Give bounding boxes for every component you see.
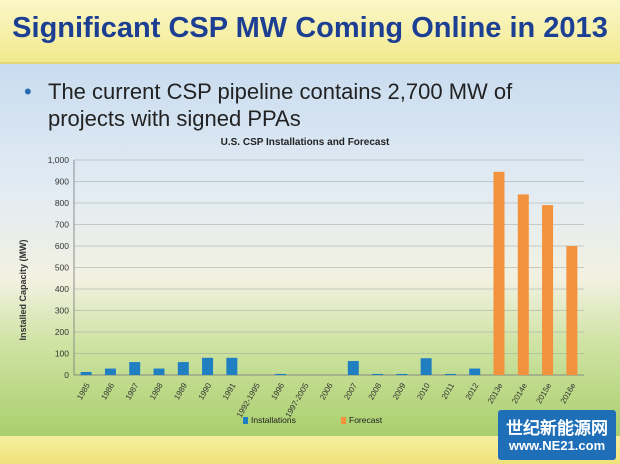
x-tick-label: 2012 (464, 381, 481, 401)
x-tick-label: 2016e (559, 381, 578, 405)
x-tick-label: 2009 (391, 381, 408, 401)
bullet-icon: • (24, 78, 32, 105)
bar-installations (372, 374, 383, 375)
watermark-text: 世纪新能源网 (498, 414, 616, 439)
y-tick-label: 600 (55, 241, 69, 251)
x-tick-label: 2007 (342, 381, 359, 401)
bar-installations (178, 362, 189, 375)
x-tick-label: 2011 (440, 381, 457, 401)
bar-installations (226, 358, 237, 375)
bar-installations (129, 362, 140, 375)
x-tick-label: 1992-1995 (235, 381, 262, 419)
legend-label: Installations (251, 415, 296, 425)
legend: Installations Forecast (243, 415, 383, 425)
bar-forecast (566, 246, 577, 375)
slide-title: Significant CSP MW Coming Online in 2013 (0, 12, 620, 45)
bar-installations (275, 374, 286, 375)
bar-installations (202, 358, 213, 375)
x-tick-label: 2006 (318, 381, 335, 401)
x-tick-label: 1991 (221, 381, 238, 401)
csp-chart: U.S. CSP Installations and Forecast Inst… (0, 130, 620, 435)
legend-swatch (341, 417, 346, 424)
y-tick-label: 200 (55, 327, 69, 337)
x-tick-label: 2014e (510, 381, 529, 405)
y-tick-labels: 0 100 200 300 400 500 600 700 800 900 1,000 (48, 155, 70, 380)
bar-installations (81, 372, 92, 375)
x-tick-label: 2013e (486, 381, 505, 405)
watermark-logo: 世纪新能源网 www.NE21.com (498, 410, 616, 460)
bars (81, 172, 578, 375)
bar-forecast (542, 205, 553, 375)
chart-title: U.S. CSP Installations and Forecast (221, 137, 390, 148)
legend-label: Forecast (349, 415, 383, 425)
bar-installations (445, 374, 456, 375)
y-tick-label: 900 (55, 177, 69, 187)
x-tick-label: 1996 (269, 381, 286, 401)
y-tick-label: 100 (55, 349, 69, 359)
x-tick-label: 2015e (534, 381, 553, 405)
gridlines (74, 160, 584, 375)
x-tick-label: 1987 (124, 381, 141, 401)
x-tick-label: 1997-2005 (284, 381, 311, 419)
y-tick-label: 400 (55, 284, 69, 294)
y-axis-label: Installed Capacity (MW) (18, 239, 28, 340)
x-tick-label: 1985 (75, 381, 92, 401)
bar-forecast (518, 194, 529, 375)
x-tick-label: 1988 (148, 381, 165, 401)
legend-swatch (243, 417, 248, 424)
title-bar: Significant CSP MW Coming Online in 2013 (0, 0, 620, 64)
y-tick-label: 1,000 (48, 155, 70, 165)
bar-installations (105, 369, 116, 375)
x-tick-label: 1986 (99, 381, 116, 401)
bar-installations (469, 369, 480, 375)
x-tick-label: 2010 (415, 381, 432, 401)
x-tick-label: 1990 (197, 381, 214, 401)
x-tick-label: 2008 (367, 381, 384, 401)
bullet-text: The current CSP pipeline contains 2,700 … (48, 78, 588, 132)
bar-installations (348, 361, 359, 375)
bar-installations (154, 369, 165, 375)
y-tick-label: 800 (55, 198, 69, 208)
bar-installations (396, 374, 407, 375)
y-tick-label: 500 (55, 263, 69, 273)
y-tick-label: 700 (55, 220, 69, 230)
bar-forecast (494, 172, 505, 375)
x-tick-label: 1989 (172, 381, 189, 401)
y-tick-label: 300 (55, 306, 69, 316)
watermark-url: www.NE21.com (498, 438, 616, 453)
y-tick-label: 0 (64, 370, 69, 380)
bar-installations (421, 358, 432, 375)
